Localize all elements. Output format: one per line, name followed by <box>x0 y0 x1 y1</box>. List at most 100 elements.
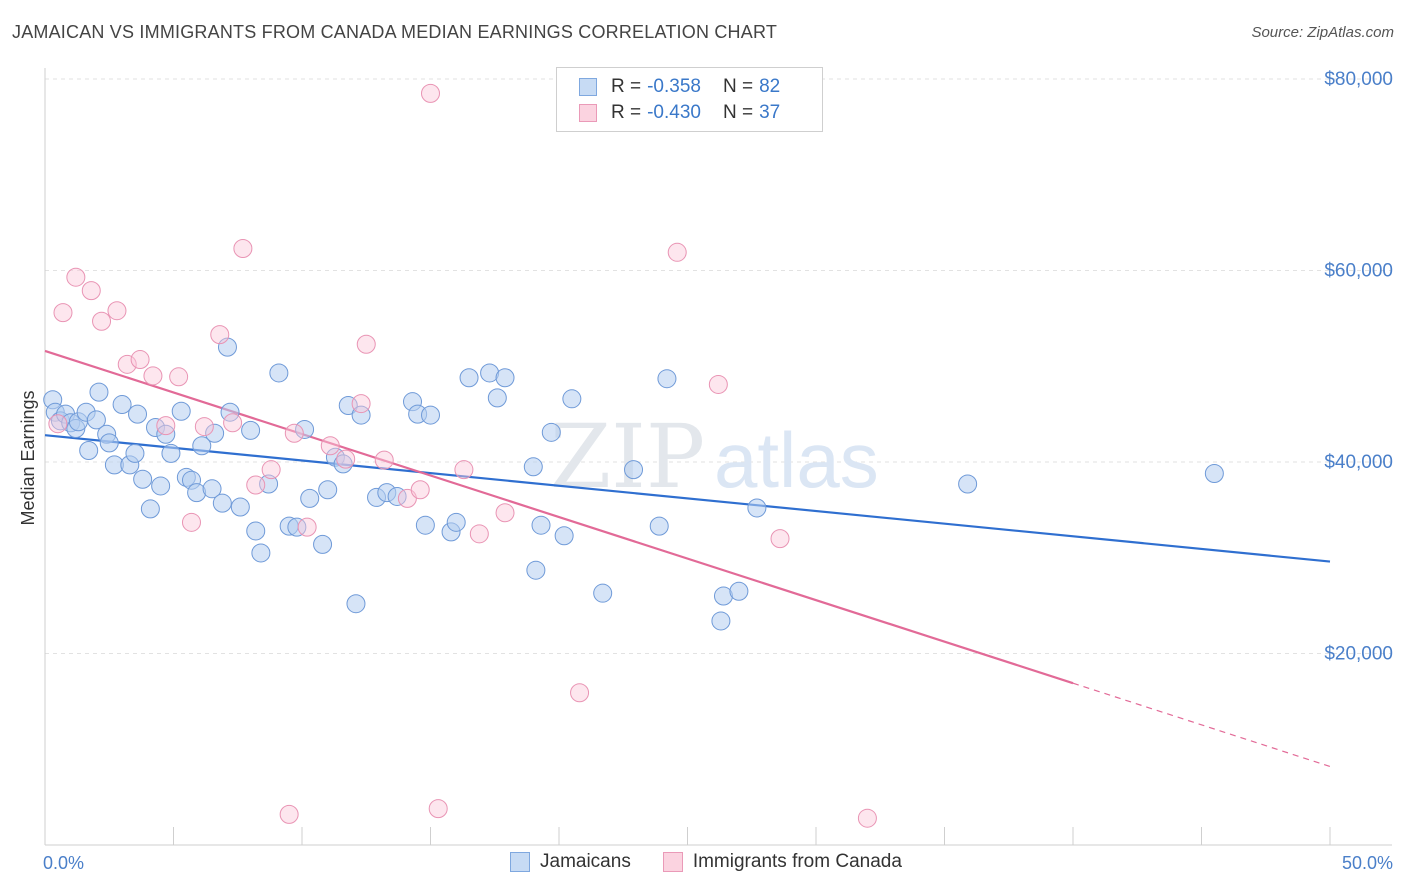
canada-point <box>181 512 201 532</box>
jamaicans-point <box>1204 463 1224 483</box>
jamaicans-point <box>958 474 978 494</box>
jamaicans-point <box>624 460 644 480</box>
canada-point <box>143 366 163 386</box>
y-tick-label: $80,000 <box>1324 69 1393 90</box>
jamaicans-point <box>99 433 119 453</box>
canada-point <box>233 238 253 258</box>
jamaicans-point <box>86 410 106 430</box>
canada-point <box>130 350 150 370</box>
jamaicans-point <box>212 493 232 513</box>
jamaicans-point <box>128 404 148 424</box>
canada-point <box>279 804 299 824</box>
legend-row-jamaicans: R = -0.358 N = 82 <box>579 74 780 100</box>
jamaicans-point <box>133 469 153 489</box>
jamaicans-point <box>241 420 261 440</box>
legend-n-value: 82 <box>759 76 781 97</box>
axes <box>44 68 1392 846</box>
canada-point <box>117 354 137 374</box>
jamaicans-point <box>495 368 515 388</box>
legend-label-canada: Immigrants from Canada <box>692 851 902 872</box>
canada-point <box>454 460 474 480</box>
source-credit: Source: ZipAtlas.com <box>1251 24 1394 41</box>
jamaicans-point <box>415 515 435 535</box>
canada-point <box>667 242 687 262</box>
canada-point <box>210 325 230 345</box>
jamaicans-point <box>300 488 320 508</box>
jamaicans-point <box>251 543 271 563</box>
jamaicans-point <box>747 498 767 518</box>
legend-swatch-pink <box>579 104 597 122</box>
legend-r-label: R = <box>611 102 642 123</box>
jamaicans-trend-line <box>44 434 1331 563</box>
correlation-legend: R = -0.358 N = 82 R = -0.430 N = 37 <box>556 67 823 132</box>
jamaicans-point <box>89 382 109 402</box>
legend-swatch-blue <box>579 78 597 96</box>
canada-point <box>356 334 376 354</box>
jamaicans-point <box>657 369 677 389</box>
y-tick-label: $40,000 <box>1324 452 1393 473</box>
jamaicans-point <box>202 479 222 499</box>
canada-point <box>857 808 877 828</box>
canada-point <box>81 281 101 301</box>
canada-point <box>421 83 440 103</box>
jamaicans-point <box>112 395 132 415</box>
jamaicans-point <box>649 516 669 536</box>
x-tick-label: 0.0% <box>43 853 84 873</box>
canada-point <box>570 683 590 703</box>
watermark-atlas: atlas <box>714 416 879 504</box>
canada-point <box>223 413 243 433</box>
legend-n-label: N = <box>722 76 754 97</box>
jamaicans-point <box>531 515 551 535</box>
legend-item-canada: Immigrants from Canada <box>662 851 902 873</box>
canada-trend-line <box>44 349 1074 685</box>
legend-swatch-blue <box>510 852 530 872</box>
jamaicans-point <box>313 534 333 554</box>
jamaicans-point <box>171 401 191 421</box>
legend-swatch-pink <box>662 852 683 872</box>
canada-point <box>336 449 356 469</box>
jamaicans-point <box>554 526 574 546</box>
jamaicans-point <box>192 436 212 456</box>
data-points <box>43 83 1224 828</box>
canada-point <box>428 799 448 819</box>
canada-point <box>297 517 317 537</box>
canada-point <box>194 417 214 437</box>
jamaicans-point <box>562 389 582 409</box>
canada-point <box>320 436 340 456</box>
canada-trend-extension <box>1072 682 1331 768</box>
y-tick-label: $20,000 <box>1324 644 1393 665</box>
canada-point <box>246 475 266 495</box>
legend-r-label: R = <box>611 76 642 97</box>
jamaicans-point <box>79 441 99 461</box>
jamaicans-point <box>351 405 371 425</box>
canada-point <box>66 267 86 287</box>
legend-r-value: -0.430 <box>647 102 701 123</box>
legend-label-jamaicans: Jamaicans <box>540 851 631 872</box>
x-tick-label: 50.0% <box>1342 853 1393 873</box>
jamaicans-point <box>140 499 160 519</box>
jamaicans-point <box>541 422 561 442</box>
y-axis-label: Median Earnings <box>18 390 38 525</box>
jamaicans-point <box>246 521 266 541</box>
canada-point <box>169 367 189 387</box>
canada-point <box>374 450 394 470</box>
trend-lines <box>44 349 1331 768</box>
series-legend: Jamaicans Immigrants from Canada <box>510 851 934 873</box>
jamaicans-point <box>526 560 546 580</box>
legend-n-label: N = <box>722 102 754 123</box>
jamaicans-point <box>523 457 543 477</box>
canada-point <box>495 503 515 523</box>
legend-item-jamaicans: Jamaicans <box>510 851 631 873</box>
canada-point <box>107 301 127 321</box>
canada-point <box>708 374 728 394</box>
jamaicans-point <box>269 363 289 383</box>
jamaicans-point <box>151 476 171 496</box>
jamaicans-point <box>729 581 749 601</box>
jamaicans-point <box>446 512 466 532</box>
jamaicans-point <box>318 480 338 500</box>
canada-point <box>469 524 489 544</box>
canada-point <box>53 303 73 323</box>
jamaicans-point <box>205 423 225 443</box>
jamaicans-point <box>711 611 731 631</box>
